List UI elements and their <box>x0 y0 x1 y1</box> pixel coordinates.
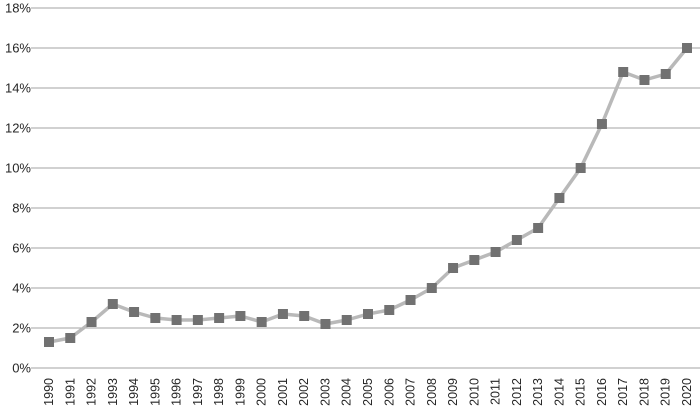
x-axis-tick-label: 2009 <box>446 378 460 406</box>
y-axis-tick-label: 10% <box>5 161 31 176</box>
x-axis-tick-label: 2007 <box>404 378 418 406</box>
data-point-marker <box>65 333 76 343</box>
data-point-marker <box>363 309 373 319</box>
x-axis-tick-label: 2010 <box>467 378 481 406</box>
data-point-marker <box>490 247 501 257</box>
x-axis-tick-label: 2005 <box>361 378 375 406</box>
x-axis-tick-label: 2000 <box>255 378 269 406</box>
x-axis-tick-label: 2020 <box>680 378 694 406</box>
x-axis-tick-label: 2013 <box>531 378 545 406</box>
y-axis-tick-label: 0% <box>12 361 31 376</box>
data-point-marker <box>511 235 522 245</box>
data-point-marker <box>320 319 331 329</box>
data-point-marker <box>682 43 692 53</box>
x-axis-tick-label: 2014 <box>552 378 566 406</box>
x-axis-tick-label: 2003 <box>318 378 332 406</box>
x-axis-tick-label: 1995 <box>148 378 162 406</box>
y-axis-tick-label: 6% <box>12 241 31 256</box>
x-axis-tick-label: 2006 <box>382 378 396 406</box>
data-point-marker <box>277 309 288 319</box>
x-axis-tick-label: 2017 <box>616 378 630 406</box>
data-point-marker <box>86 317 97 327</box>
y-axis-tick-label: 16% <box>5 41 31 56</box>
data-point-marker <box>384 305 395 315</box>
data-point-marker <box>405 295 416 305</box>
data-point-marker <box>150 313 161 323</box>
x-axis-tick-label: 1997 <box>191 378 205 406</box>
data-point-marker <box>214 313 225 323</box>
x-axis-tick-label: 2002 <box>297 378 311 406</box>
data-point-marker <box>235 311 246 321</box>
x-axis-tick-label: 1996 <box>170 378 184 406</box>
x-axis-tick-label: 1998 <box>212 378 226 406</box>
data-point-marker <box>575 163 586 173</box>
y-axis-tick-label: 18% <box>5 1 31 16</box>
data-point-marker <box>533 223 544 233</box>
y-axis-tick-label: 14% <box>5 81 31 96</box>
data-point-marker <box>171 315 182 325</box>
data-point-marker <box>660 69 671 79</box>
data-point-marker <box>341 315 352 325</box>
data-point-marker <box>107 299 118 309</box>
x-axis-tick-label: 2016 <box>595 378 609 406</box>
x-axis-tick-label: 1994 <box>127 378 141 406</box>
y-axis-tick-label: 12% <box>5 121 31 136</box>
y-axis-tick-label: 8% <box>12 201 31 216</box>
y-axis-tick-label: 2% <box>12 321 31 336</box>
x-axis-tick-label: 2004 <box>340 378 354 406</box>
data-point-marker <box>469 255 480 265</box>
series-line <box>47 46 689 344</box>
data-point-marker <box>596 119 607 129</box>
data-point-marker <box>44 337 54 347</box>
x-axis-tick-label: 2001 <box>276 378 290 406</box>
x-axis-tick-label: 2012 <box>510 378 524 406</box>
data-point-marker <box>618 67 629 77</box>
y-axis-tick-label: 4% <box>12 281 31 296</box>
x-axis-tick-label: 2011 <box>489 378 503 405</box>
x-axis-tick-label: 2015 <box>574 378 588 406</box>
x-axis-tick-label: 2019 <box>659 378 673 406</box>
x-axis-tick-label: 1992 <box>85 378 99 406</box>
x-axis-tick-label: 1990 <box>42 378 56 406</box>
x-axis-tick-label: 1999 <box>233 378 247 406</box>
data-point-marker <box>256 317 267 327</box>
data-point-marker <box>299 311 310 321</box>
data-point-marker <box>192 315 203 325</box>
x-axis-tick-label: 2018 <box>637 378 651 406</box>
x-axis-tick-label: 2008 <box>425 378 439 406</box>
data-point-marker <box>448 263 459 273</box>
data-point-marker <box>554 193 565 203</box>
x-axis-tick-label: 1991 <box>63 378 77 406</box>
data-point-marker <box>129 307 140 317</box>
x-axis-tick-label: 1993 <box>106 378 120 406</box>
data-point-marker <box>426 283 437 293</box>
data-point-marker <box>639 75 650 85</box>
